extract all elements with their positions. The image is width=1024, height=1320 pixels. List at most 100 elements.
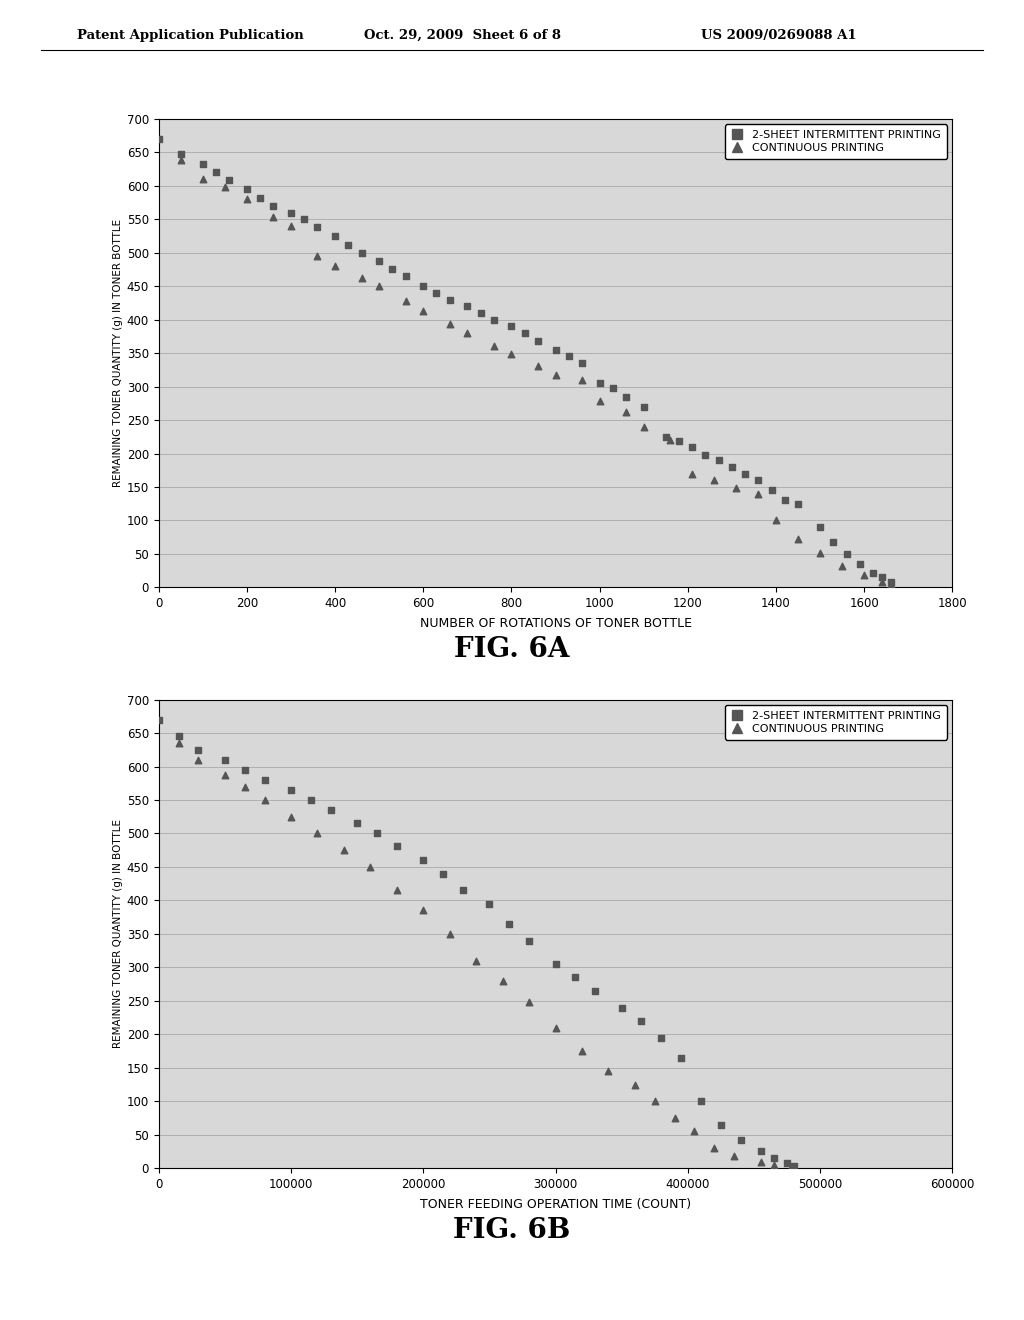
2-SHEET INTERMITTENT PRINTING (384, 259, 400, 280)
CONTINUOUS PRINTING (327, 256, 343, 277)
CONTINUOUS PRINTING (592, 391, 608, 412)
2-SHEET INTERMITTENT PRINTING (503, 315, 519, 337)
2-SHEET INTERMITTENT PRINTING (239, 178, 255, 199)
2-SHEET INTERMITTENT PRINTING (472, 302, 488, 323)
CONTINUOUS PRINTING (873, 572, 890, 593)
2-SHEET INTERMITTENT PRINTING (151, 128, 167, 149)
CONTINUOUS PRINTING (707, 1138, 723, 1159)
CONTINUOUS PRINTING (636, 416, 652, 437)
2-SHEET INTERMITTENT PRINTING (785, 1155, 802, 1176)
CONTINUOUS PRINTING (627, 1074, 643, 1096)
2-SHEET INTERMITTENT PRINTING (481, 894, 498, 915)
2-SHEET INTERMITTENT PRINTING (737, 463, 754, 484)
CONTINUOUS PRINTING (283, 807, 299, 828)
2-SHEET INTERMITTENT PRINTING (693, 1090, 710, 1111)
CONTINUOUS PRINTING (265, 207, 282, 228)
2-SHEET INTERMITTENT PRINTING (724, 457, 740, 478)
CONTINUOUS PRINTING (766, 1154, 782, 1175)
CONTINUOUS PRINTING (237, 776, 253, 797)
CONTINUOUS PRINTING (768, 510, 784, 531)
2-SHEET INTERMITTENT PRINTING (485, 309, 502, 330)
2-SHEET INTERMITTENT PRINTING (237, 759, 253, 780)
2-SHEET INTERMITTENT PRINTING (435, 863, 452, 884)
Text: FIG. 6A: FIG. 6A (455, 636, 569, 663)
2-SHEET INTERMITTENT PRINTING (779, 1152, 796, 1173)
CONTINUOUS PRINTING (362, 857, 379, 878)
CONTINUOUS PRINTING (371, 276, 387, 297)
2-SHEET INTERMITTENT PRINTING (428, 282, 444, 304)
2-SHEET INTERMITTENT PRINTING (560, 346, 577, 367)
2-SHEET INTERMITTENT PRINTING (776, 490, 793, 511)
X-axis label: TONER FEEDING OPERATION TIME (COUNT): TONER FEEDING OPERATION TIME (COUNT) (420, 1197, 691, 1210)
2-SHEET INTERMITTENT PRINTING (751, 470, 767, 491)
2-SHEET INTERMITTENT PRINTING (190, 739, 207, 760)
2-SHEET INTERMITTENT PRINTING (173, 143, 189, 164)
CONTINUOUS PRINTING (388, 880, 404, 902)
CONTINUOUS PRINTING (170, 733, 186, 754)
CONTINUOUS PRINTING (684, 463, 700, 484)
2-SHEET INTERMITTENT PRINTING (221, 170, 238, 191)
CONTINUOUS PRINTING (503, 345, 519, 366)
2-SHEET INTERMITTENT PRINTING (732, 1130, 749, 1151)
CONTINUOUS PRINTING (309, 246, 326, 267)
2-SHEET INTERMITTENT PRINTING (790, 494, 806, 515)
2-SHEET INTERMITTENT PRINTING (369, 822, 385, 843)
CONTINUOUS PRINTING (495, 970, 511, 991)
2-SHEET INTERMITTENT PRINTING (753, 1140, 769, 1162)
2-SHEET INTERMITTENT PRINTING (283, 202, 299, 223)
2-SHEET INTERMITTENT PRINTING (217, 750, 233, 771)
CONTINUOUS PRINTING (485, 335, 502, 356)
2-SHEET INTERMITTENT PRINTING (697, 445, 714, 466)
CONTINUOUS PRINTING (468, 950, 484, 972)
CONTINUOUS PRINTING (547, 364, 563, 385)
2-SHEET INTERMITTENT PRINTING (852, 553, 868, 574)
2-SHEET INTERMITTENT PRINTING (657, 426, 674, 447)
CONTINUOUS PRINTING (256, 789, 272, 810)
2-SHEET INTERMITTENT PRINTING (265, 195, 282, 216)
CONTINUOUS PRINTING (667, 1107, 683, 1129)
CONTINUOUS PRINTING (856, 565, 872, 586)
CONTINUOUS PRINTING (726, 1146, 742, 1167)
2-SHEET INTERMITTENT PRINTING (170, 726, 186, 747)
CONTINUOUS PRINTING (617, 401, 634, 422)
2-SHEET INTERMITTENT PRINTING (529, 330, 546, 351)
Text: Oct. 29, 2009  Sheet 6 of 8: Oct. 29, 2009 Sheet 6 of 8 (364, 29, 560, 42)
2-SHEET INTERMITTENT PRINTING (283, 779, 299, 800)
2-SHEET INTERMITTENT PRINTING (371, 251, 387, 272)
Y-axis label: REMAINING TONER QUANTITY (g) IN BOTTLE: REMAINING TONER QUANTITY (g) IN BOTTLE (113, 820, 123, 1048)
CONTINUOUS PRINTING (547, 1016, 563, 1038)
2-SHEET INTERMITTENT PRINTING (636, 396, 652, 417)
2-SHEET INTERMITTENT PRINTING (151, 709, 167, 730)
CONTINUOUS PRINTING (283, 215, 299, 236)
CONTINUOUS PRINTING (782, 1156, 799, 1177)
CONTINUOUS PRINTING (883, 573, 899, 594)
CONTINUOUS PRINTING (707, 470, 723, 491)
CONTINUOUS PRINTING (353, 268, 370, 289)
CONTINUOUS PRINTING (753, 1151, 769, 1172)
2-SHEET INTERMITTENT PRINTING (441, 289, 458, 310)
2-SHEET INTERMITTENT PRINTING (547, 953, 563, 974)
2-SHEET INTERMITTENT PRINTING (397, 265, 414, 286)
2-SHEET INTERMITTENT PRINTING (455, 880, 471, 902)
2-SHEET INTERMITTENT PRINTING (327, 226, 343, 247)
CONTINUOUS PRINTING (686, 1121, 702, 1142)
2-SHEET INTERMITTENT PRINTING (592, 372, 608, 393)
CONTINUOUS PRINTING (217, 764, 233, 785)
2-SHEET INTERMITTENT PRINTING (195, 153, 211, 174)
CONTINUOUS PRINTING (217, 177, 233, 198)
2-SHEET INTERMITTENT PRINTING (296, 209, 312, 230)
2-SHEET INTERMITTENT PRINTING (684, 436, 700, 457)
2-SHEET INTERMITTENT PRINTING (501, 913, 517, 935)
2-SHEET INTERMITTENT PRINTING (415, 276, 431, 297)
CONTINUOUS PRINTING (646, 1090, 663, 1111)
CONTINUOUS PRINTING (415, 900, 431, 921)
2-SHEET INTERMITTENT PRINTING (671, 430, 687, 451)
CONTINUOUS PRINTING (662, 429, 678, 450)
2-SHEET INTERMITTENT PRINTING (883, 572, 899, 593)
2-SHEET INTERMITTENT PRINTING (864, 562, 881, 583)
CONTINUOUS PRINTING (573, 370, 590, 391)
2-SHEET INTERMITTENT PRINTING (573, 352, 590, 374)
CONTINUOUS PRINTING (728, 478, 744, 499)
Text: Patent Application Publication: Patent Application Publication (77, 29, 303, 42)
CONTINUOUS PRINTING (336, 840, 352, 861)
